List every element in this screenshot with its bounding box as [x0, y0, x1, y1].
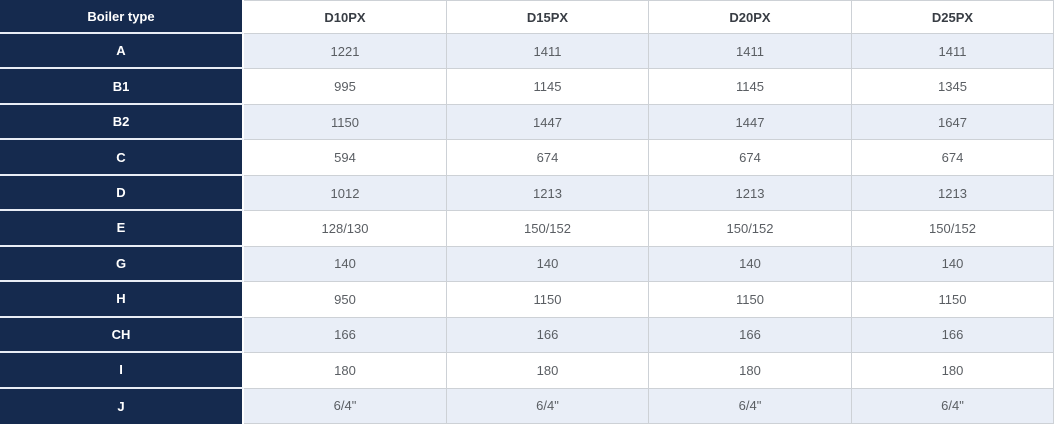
- table-cell: 128/130: [244, 211, 447, 247]
- column-header-d25px: D25PX: [852, 0, 1054, 34]
- table-cell: 6/4": [244, 388, 447, 424]
- table-cell: 1221: [244, 34, 447, 70]
- table-cell: 150/152: [649, 211, 852, 247]
- table-cell: 150/152: [447, 211, 649, 247]
- row-header: C: [0, 140, 244, 176]
- table-row: H 950 1150 1150 1150: [0, 282, 1054, 318]
- table-row: C 594 674 674 674: [0, 140, 1054, 176]
- table-row: CH 166 166 166 166: [0, 317, 1054, 354]
- table-cell: 140: [852, 246, 1054, 283]
- row-header: B2: [0, 104, 244, 141]
- table-row: E 128/130 150/152 150/152 150/152: [0, 211, 1054, 247]
- table-cell: 1213: [447, 175, 649, 212]
- table-cell: 995: [244, 69, 447, 105]
- table-row: B1 995 1145 1145 1345: [0, 69, 1054, 105]
- table-row: A 1221 1411 1411 1411: [0, 34, 1054, 70]
- table-row: B2 1150 1447 1447 1647: [0, 104, 1054, 141]
- table-cell: 1145: [447, 69, 649, 105]
- table-row: I 180 180 180 180: [0, 353, 1054, 389]
- row-header: H: [0, 282, 244, 318]
- row-header: A: [0, 34, 244, 70]
- table-row: J 6/4" 6/4" 6/4" 6/4": [0, 388, 1054, 424]
- row-header: B1: [0, 69, 244, 105]
- column-header-boiler-type: Boiler type: [0, 0, 244, 34]
- table-cell: 950: [244, 282, 447, 318]
- table-header-row: Boiler type D10PX D15PX D20PX D25PX: [0, 0, 1054, 34]
- table-cell: 140: [244, 246, 447, 283]
- table-cell: 140: [649, 246, 852, 283]
- table-cell: 6/4": [447, 388, 649, 424]
- table-row: G 140 140 140 140: [0, 246, 1054, 283]
- table-cell: 166: [852, 317, 1054, 354]
- table-cell: 1150: [447, 282, 649, 318]
- table-cell: 1447: [649, 104, 852, 141]
- table-cell: 1012: [244, 175, 447, 212]
- table-cell: 1411: [649, 34, 852, 70]
- table-cell: 1150: [649, 282, 852, 318]
- table-cell: 150/152: [852, 211, 1054, 247]
- table-cell: 1213: [649, 175, 852, 212]
- table-cell: 180: [244, 353, 447, 389]
- row-header: CH: [0, 317, 244, 354]
- table-cell: 1150: [244, 104, 447, 141]
- row-header: J: [0, 388, 244, 424]
- column-header-d10px: D10PX: [244, 0, 447, 34]
- table-cell: 1647: [852, 104, 1054, 141]
- table-row: D 1012 1213 1213 1213: [0, 175, 1054, 212]
- table-cell: 140: [447, 246, 649, 283]
- table-cell: 166: [244, 317, 447, 354]
- column-header-d15px: D15PX: [447, 0, 649, 34]
- row-header: E: [0, 211, 244, 247]
- table-cell: 166: [447, 317, 649, 354]
- table-cell: 1447: [447, 104, 649, 141]
- table-cell: 1150: [852, 282, 1054, 318]
- table-cell: 1145: [649, 69, 852, 105]
- row-header: I: [0, 353, 244, 389]
- table-cell: 674: [852, 140, 1054, 176]
- row-header: G: [0, 246, 244, 283]
- table-cell: 180: [649, 353, 852, 389]
- table-cell: 674: [447, 140, 649, 176]
- table-cell: 180: [447, 353, 649, 389]
- table-cell: 166: [649, 317, 852, 354]
- table-cell: 1411: [447, 34, 649, 70]
- table-cell: 594: [244, 140, 447, 176]
- column-header-d20px: D20PX: [649, 0, 852, 34]
- table-cell: 6/4": [649, 388, 852, 424]
- table-cell: 1411: [852, 34, 1054, 70]
- table-cell: 1213: [852, 175, 1054, 212]
- row-header: D: [0, 175, 244, 212]
- table-cell: 180: [852, 353, 1054, 389]
- table-cell: 674: [649, 140, 852, 176]
- table-cell: 1345: [852, 69, 1054, 105]
- table-cell: 6/4": [852, 388, 1054, 424]
